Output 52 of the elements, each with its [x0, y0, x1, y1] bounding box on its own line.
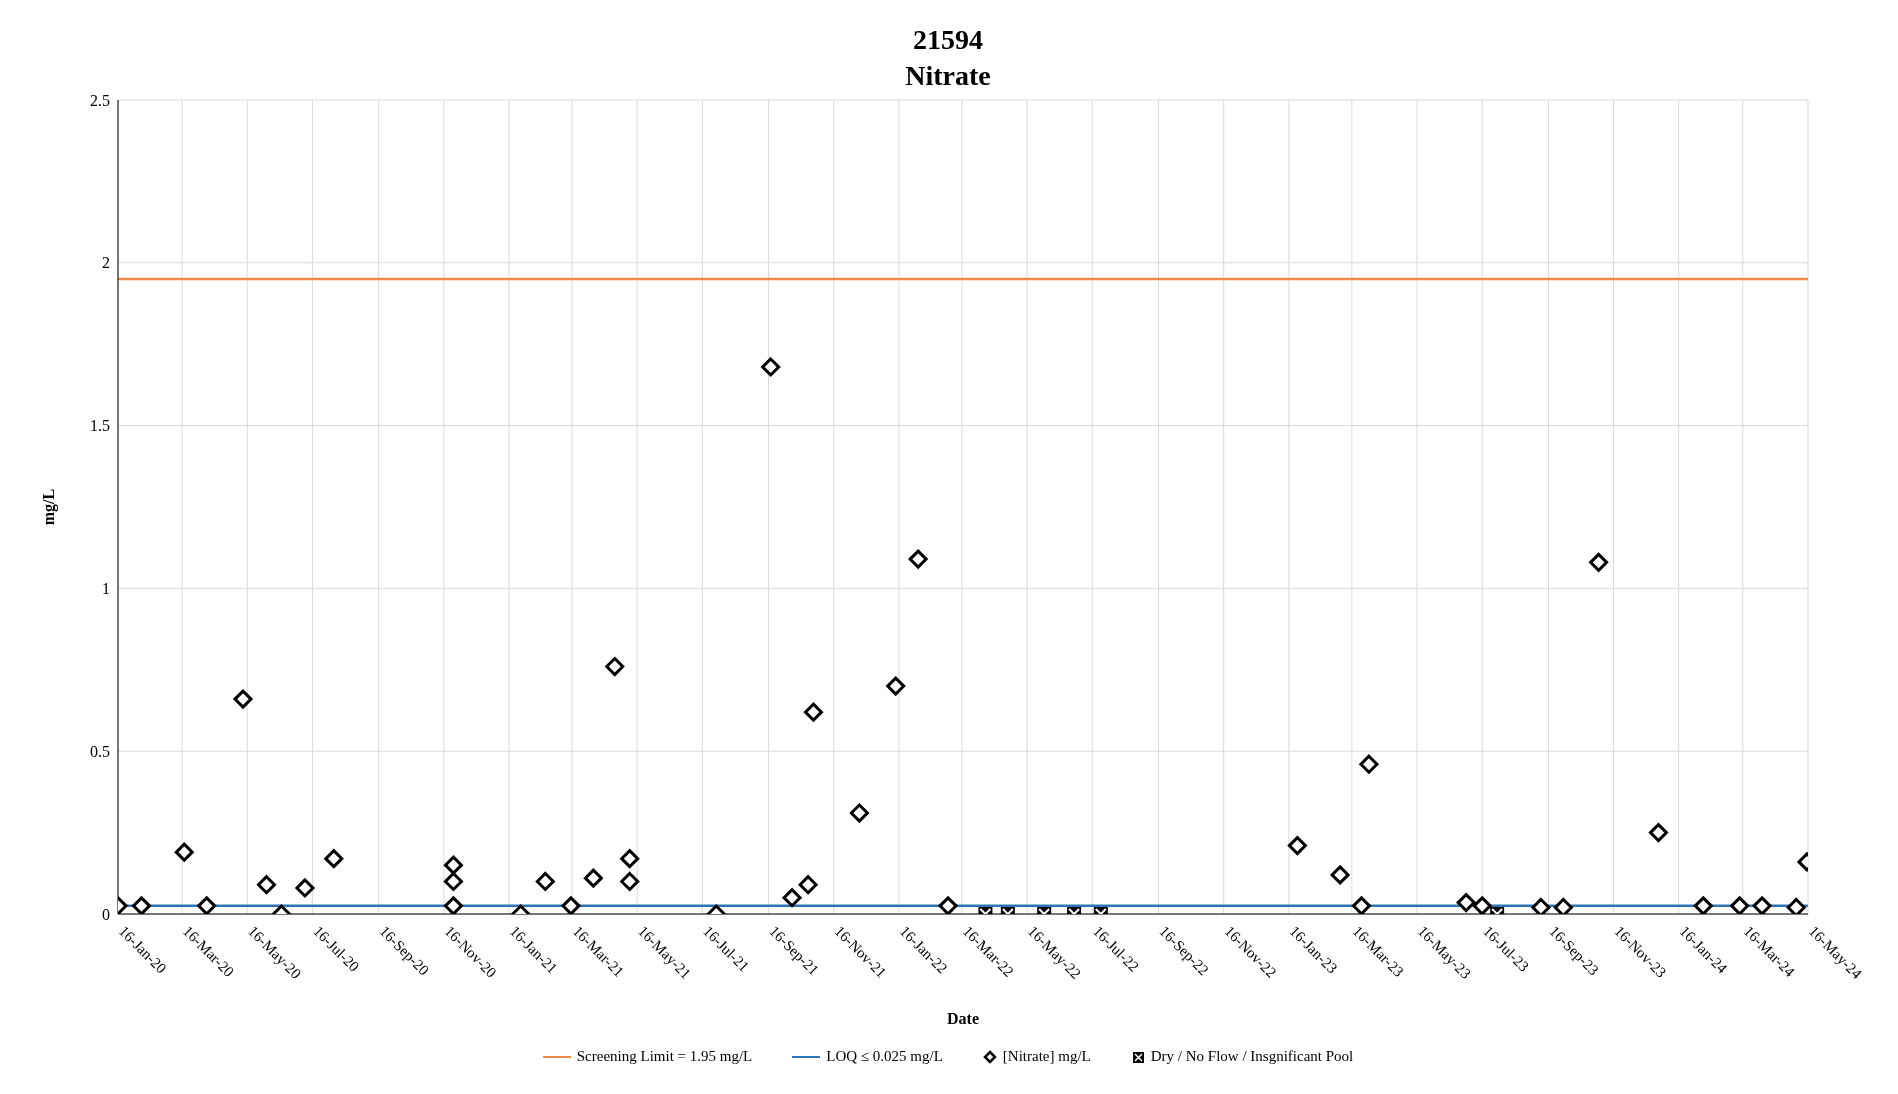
point — [324, 849, 344, 869]
y-tick-label: 1.5 — [90, 417, 110, 435]
chart-title: 21594 — [912, 23, 984, 57]
point — [1786, 897, 1806, 914]
point — [1531, 897, 1551, 914]
y-axis-title: mg/L — [39, 488, 58, 526]
point — [1472, 896, 1492, 914]
legend-label: Dry / No Flow / Insgnificant Pool — [1150, 1048, 1354, 1065]
point — [1287, 836, 1307, 856]
y-tick-label: 2 — [102, 254, 110, 272]
legend-label: Screening Limit = 1.95 mg/L — [576, 1048, 753, 1065]
point — [1752, 896, 1772, 914]
legend-label: [Nitrate] mg/L — [1002, 1048, 1091, 1065]
legend-label: LOQ ≤ 0.025 mg/L — [826, 1048, 943, 1065]
point — [1553, 897, 1573, 914]
point — [605, 657, 625, 677]
point — [908, 549, 928, 569]
point — [1693, 896, 1713, 914]
point — [761, 357, 781, 377]
point — [782, 888, 802, 908]
point — [561, 896, 581, 914]
point — [886, 676, 906, 696]
chart-subtitle: Nitrate — [905, 60, 991, 91]
point — [1730, 896, 1750, 914]
point — [1330, 865, 1350, 885]
point — [1648, 823, 1668, 843]
point — [233, 689, 253, 709]
point — [620, 849, 640, 869]
point — [583, 868, 603, 888]
point — [295, 878, 315, 898]
point — [174, 842, 194, 862]
point — [197, 896, 217, 914]
point — [132, 896, 151, 914]
point — [256, 875, 276, 895]
point — [1589, 552, 1609, 572]
point — [443, 855, 463, 875]
y-tick-label: 1 — [102, 580, 110, 598]
y-tick-label: 0 — [102, 905, 110, 923]
point — [1456, 893, 1476, 913]
point — [535, 871, 555, 891]
x-axis-title: Date — [947, 1010, 979, 1027]
point — [938, 896, 958, 914]
point — [443, 871, 463, 891]
point — [1359, 754, 1379, 774]
y-tick-label: 0.5 — [90, 742, 110, 760]
point — [849, 803, 869, 823]
point — [1351, 896, 1371, 914]
point — [803, 702, 823, 722]
point — [798, 875, 818, 895]
point — [620, 871, 640, 891]
point — [443, 896, 463, 914]
y-tick-label: 2.5 — [90, 91, 110, 109]
